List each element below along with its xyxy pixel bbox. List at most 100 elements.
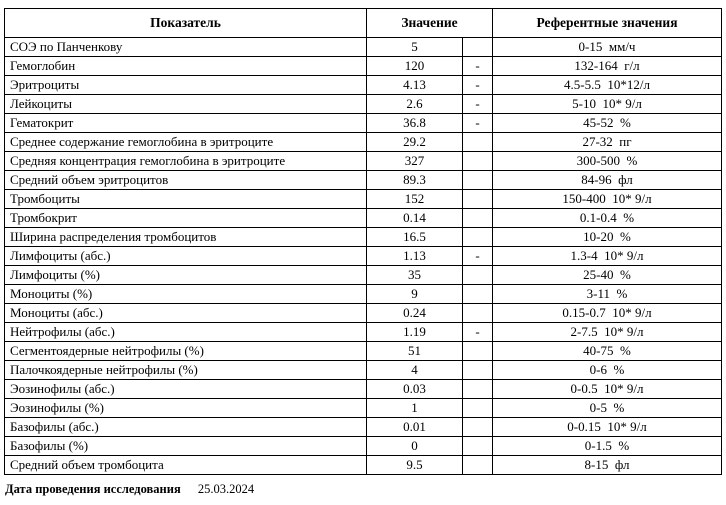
- lab-results-table: Показатель Значение Референтные значения…: [4, 8, 722, 475]
- row-indicator: Базофилы (абс.): [4, 417, 367, 437]
- row-value: 0.24: [366, 303, 463, 323]
- row-value: 0.03: [366, 379, 463, 399]
- row-indicator: Гематокрит: [4, 113, 367, 133]
- row-reference: 300-500 %: [492, 151, 722, 171]
- row-flag: -: [462, 246, 493, 266]
- row-flag: [462, 360, 493, 380]
- row-reference: 27-32 пг: [492, 132, 722, 152]
- row-indicator: Средний объем тромбоцита: [4, 455, 367, 475]
- results-body: СОЭ по Панченкову 5 0-15 мм/ч Гемоглобин 120…: [4, 37, 722, 475]
- row-value: 5: [366, 37, 463, 57]
- row-reference: 150-400 10* 9/л: [492, 189, 722, 209]
- row-value: 0: [366, 436, 463, 456]
- row-value: 4.13: [366, 75, 463, 95]
- row-indicator: Лимфоциты (%): [4, 265, 367, 285]
- table-row: Средний объем эритроцитов 89.3 84-96 фл: [4, 170, 722, 190]
- row-indicator: Сегментоядерные нейтрофилы (%): [4, 341, 367, 361]
- row-value: 1: [366, 398, 463, 418]
- row-flag: [462, 227, 493, 247]
- row-value: 9.5: [366, 455, 463, 475]
- row-indicator: Моноциты (абс.): [4, 303, 367, 323]
- row-indicator: Средняя концентрация гемоглобина в эритр…: [4, 151, 367, 171]
- table-row: Средний объем тромбоцита 9.5 8-15 фл: [4, 455, 722, 475]
- header-indicator: Показатель: [4, 8, 367, 38]
- row-indicator: Моноциты (%): [4, 284, 367, 304]
- table-row: Эозинофилы (абс.) 0.03 0-0.5 10* 9/л: [4, 379, 722, 399]
- row-reference: 25-40 %: [492, 265, 722, 285]
- row-flag: [462, 436, 493, 456]
- row-reference: 0-0.5 10* 9/л: [492, 379, 722, 399]
- table-row: Лимфоциты (абс.) 1.13-1.3-4 10* 9/л: [4, 246, 722, 266]
- row-reference: 8-15 фл: [492, 455, 722, 475]
- table-row: Средняя концентрация гемоглобина в эритр…: [4, 151, 722, 171]
- table-row: Сегментоядерные нейтрофилы (%) 51 40-75 %: [4, 341, 722, 361]
- row-flag: [462, 303, 493, 323]
- header-reference: Референтные значения: [492, 8, 722, 38]
- table-row: СОЭ по Панченкову 5 0-15 мм/ч: [4, 37, 722, 57]
- row-value: 1.13: [366, 246, 463, 266]
- table-row: Базофилы (абс.) 0.01 0-0.15 10* 9/л: [4, 417, 722, 437]
- row-indicator: Палочкоядерные нейтрофилы (%): [4, 360, 367, 380]
- row-indicator: Базофилы (%): [4, 436, 367, 456]
- header-row: Показатель Значение Референтные значения: [4, 8, 722, 38]
- row-flag: [462, 379, 493, 399]
- row-value: 1.19: [366, 322, 463, 342]
- row-reference: 2-7.5 10* 9/л: [492, 322, 722, 342]
- table-row: Лейкоциты 2.6-5-10 10* 9/л: [4, 94, 722, 114]
- row-indicator: Нейтрофилы (абс.): [4, 322, 367, 342]
- row-reference: 3-11 %: [492, 284, 722, 304]
- row-value: 4: [366, 360, 463, 380]
- row-value: 152: [366, 189, 463, 209]
- row-value: 29.2: [366, 132, 463, 152]
- table-row: Эритроциты 4.13-4.5-5.5 10*12/л: [4, 75, 722, 95]
- row-value: 35: [366, 265, 463, 285]
- row-flag: -: [462, 56, 493, 76]
- table-header: Показатель Значение Референтные значения: [4, 8, 722, 38]
- table-row: Лимфоциты (%) 35 25-40 %: [4, 265, 722, 285]
- row-indicator: Гемоглобин: [4, 56, 367, 76]
- table-row: Базофилы (%) 0 0-1.5 %: [4, 436, 722, 456]
- row-flag: [462, 208, 493, 228]
- row-indicator: Лимфоциты (абс.): [4, 246, 367, 266]
- row-flag: -: [462, 113, 493, 133]
- row-value: 2.6: [366, 94, 463, 114]
- header-value: Значение: [366, 8, 493, 38]
- table-row: Моноциты (%) 9 3-11 %: [4, 284, 722, 304]
- row-reference: 0.15-0.7 10* 9/л: [492, 303, 722, 323]
- table-row: Нейтрофилы (абс.) 1.19-2-7.5 10* 9/л: [4, 322, 722, 342]
- row-indicator: Ширина распределения тромбоцитов: [4, 227, 367, 247]
- study-date-line: Дата проведения исследования 25.03.2024: [4, 482, 721, 497]
- table-row: Ширина распределения тромбоцитов 16.5 10-2…: [4, 227, 722, 247]
- row-value: 36.8: [366, 113, 463, 133]
- row-flag: [462, 341, 493, 361]
- table-row: Гемоглобин 120-132-164 г/л: [4, 56, 722, 76]
- row-value: 9: [366, 284, 463, 304]
- row-flag: [462, 151, 493, 171]
- row-flag: [462, 170, 493, 190]
- row-reference: 0-5 %: [492, 398, 722, 418]
- study-date-label: Дата проведения исследования: [5, 482, 181, 496]
- row-reference: 0.1-0.4 %: [492, 208, 722, 228]
- row-reference: 0-15 мм/ч: [492, 37, 722, 57]
- row-indicator: Средний объем эритроцитов: [4, 170, 367, 190]
- row-flag: [462, 455, 493, 475]
- row-flag: [462, 398, 493, 418]
- study-date-value: 25.03.2024: [197, 482, 255, 496]
- table-row: Моноциты (абс.) 0.24 0.15-0.7 10* 9/л: [4, 303, 722, 323]
- row-reference: 0-6 %: [492, 360, 722, 380]
- row-reference: 10-20 %: [492, 227, 722, 247]
- row-indicator: Эозинофилы (%): [4, 398, 367, 418]
- row-reference: 45-52 %: [492, 113, 722, 133]
- row-indicator: Среднее содержание гемоглобина в эритроц…: [4, 132, 367, 152]
- row-reference: 4.5-5.5 10*12/л: [492, 75, 722, 95]
- table-row: Тромбокрит 0.14 0.1-0.4 %: [4, 208, 722, 228]
- row-indicator: Тромбокрит: [4, 208, 367, 228]
- row-reference: 5-10 10* 9/л: [492, 94, 722, 114]
- row-flag: [462, 417, 493, 437]
- row-value: 51: [366, 341, 463, 361]
- row-reference: 132-164 г/л: [492, 56, 722, 76]
- row-indicator: Лейкоциты: [4, 94, 367, 114]
- row-indicator: Эритроциты: [4, 75, 367, 95]
- row-reference: 0-0.15 10* 9/л: [492, 417, 722, 437]
